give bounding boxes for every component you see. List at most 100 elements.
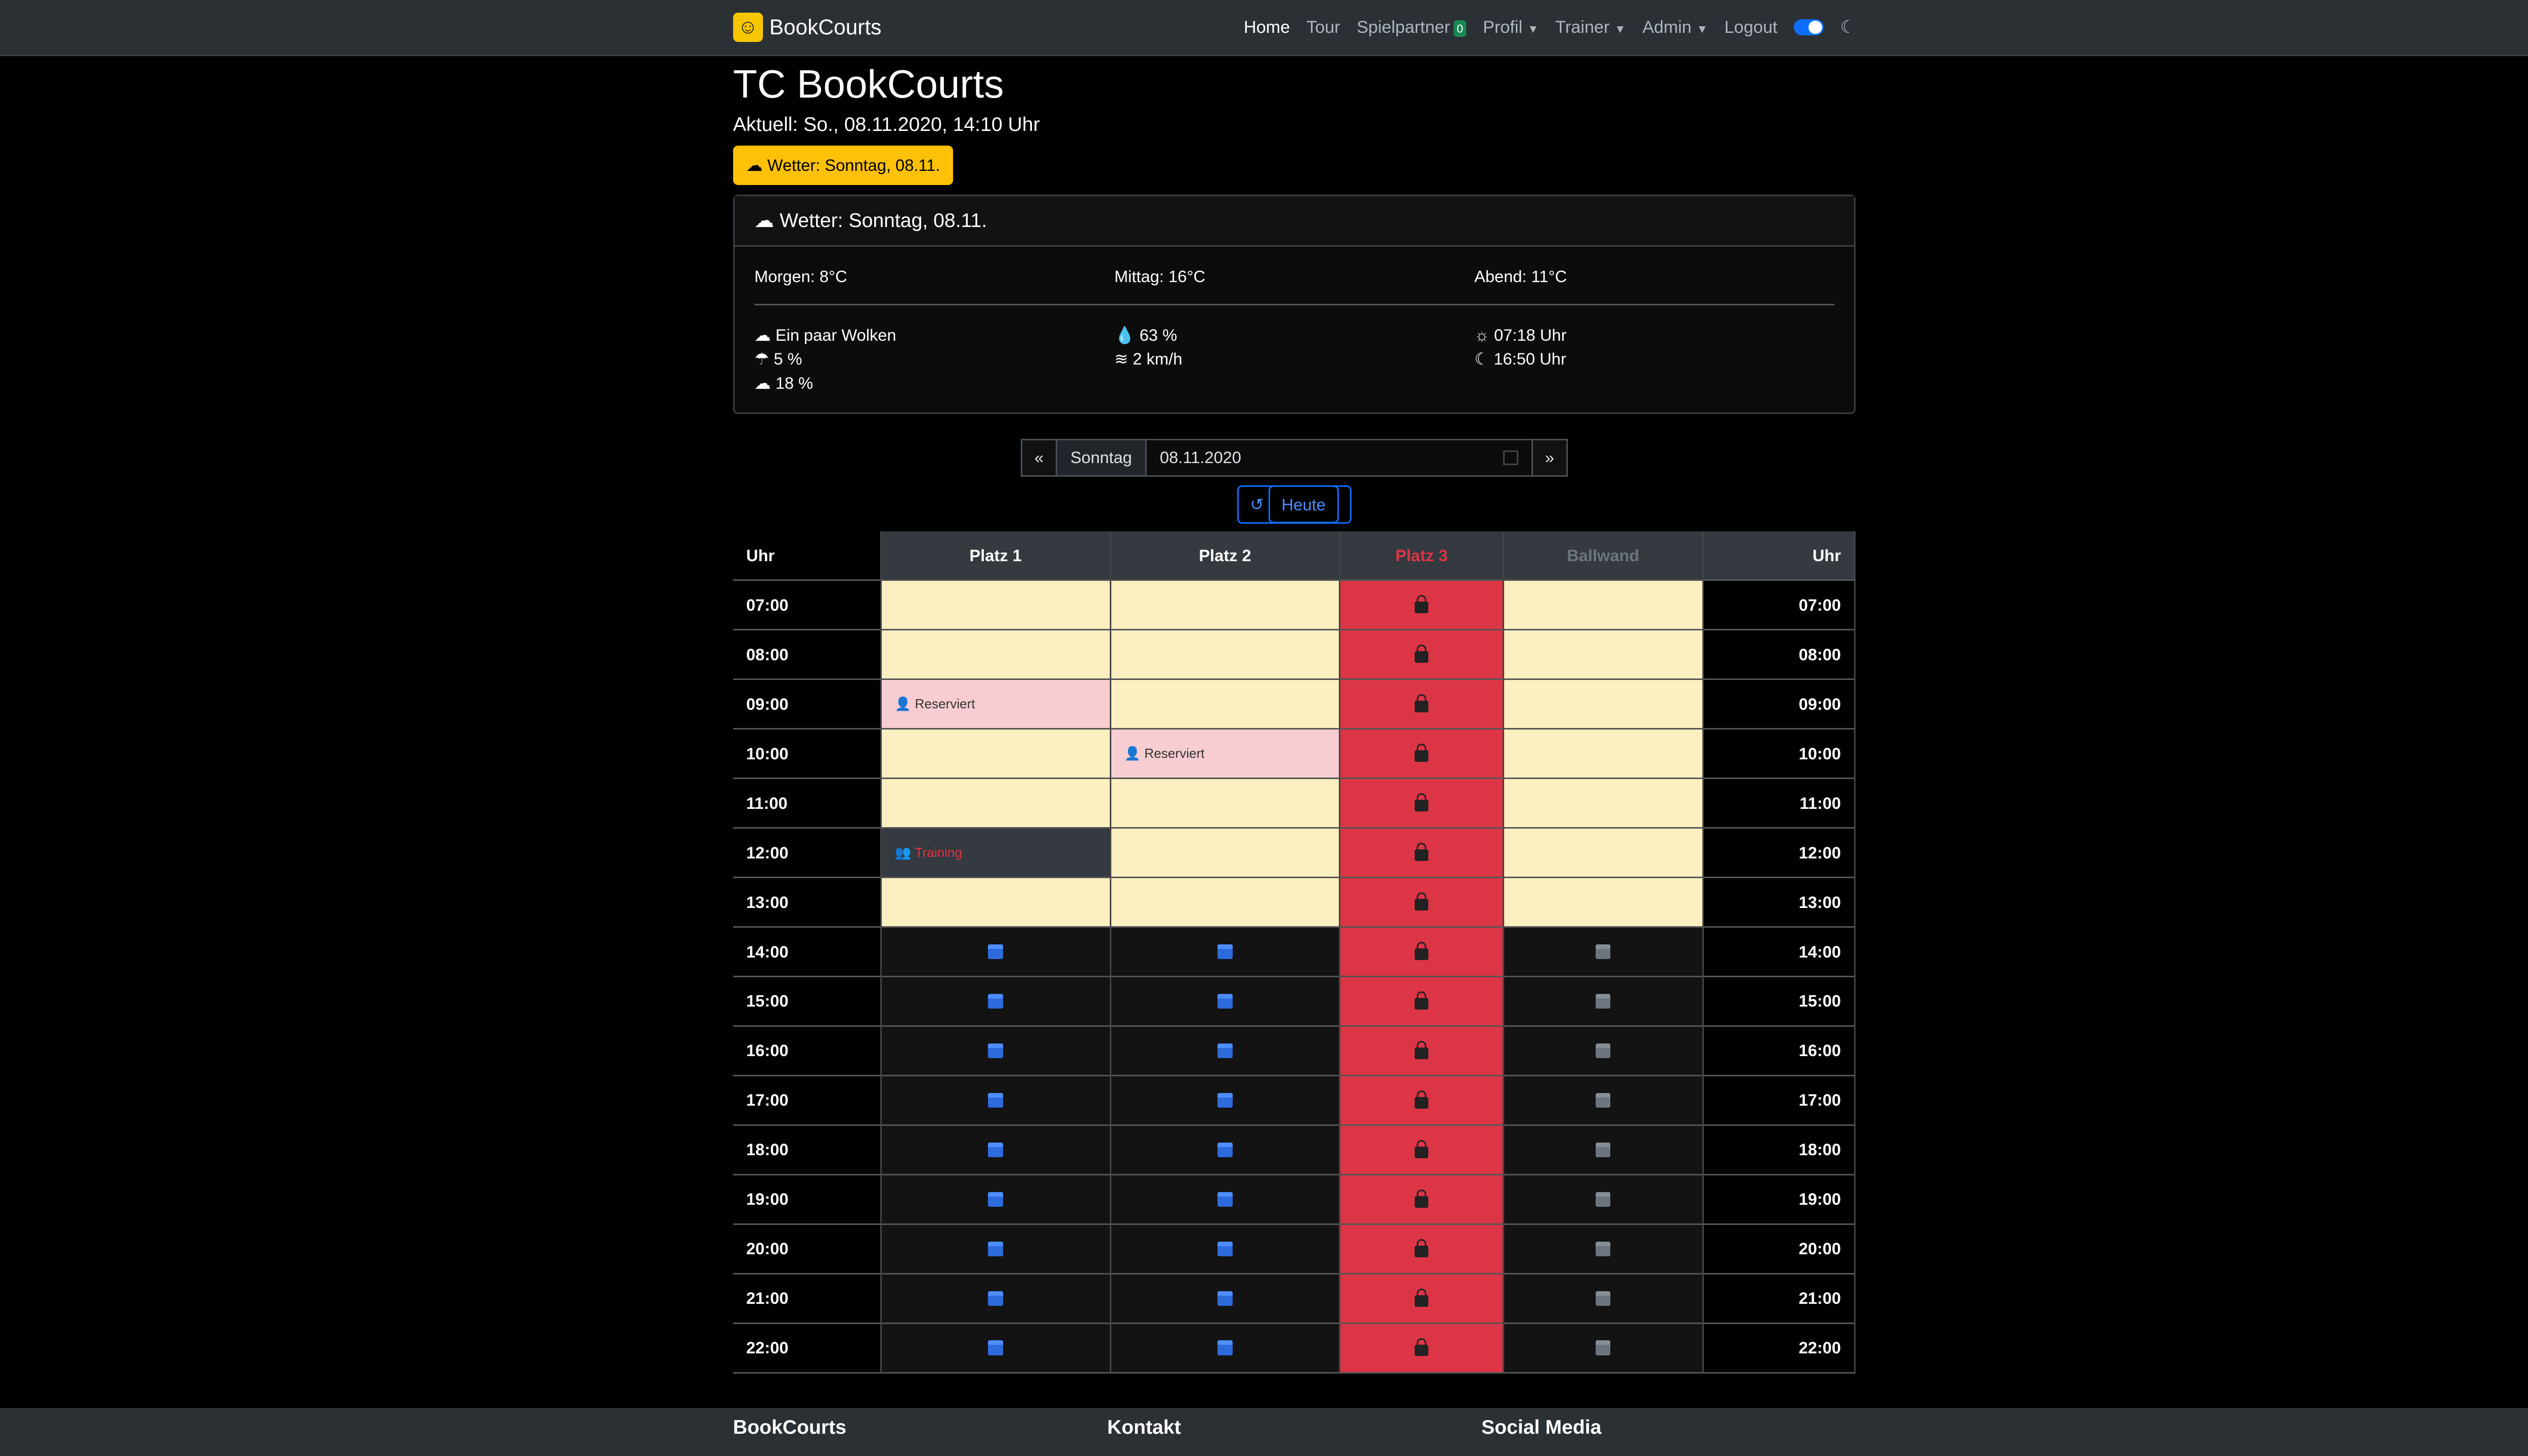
today-button[interactable]: ↺ Heute — [1237, 485, 1352, 524]
time-cell: 18:00 — [1703, 1125, 1856, 1175]
bookable-slot[interactable] — [1504, 1076, 1704, 1126]
locked-slot — [1340, 581, 1504, 631]
bookable-slot[interactable] — [1111, 1274, 1341, 1324]
calendar-check-icon[interactable] — [1217, 993, 1233, 1009]
bookable-slot[interactable] — [881, 1076, 1111, 1126]
past-slot — [881, 581, 1111, 631]
past-slot — [1111, 630, 1341, 680]
calendar-check-icon[interactable] — [988, 993, 1003, 1009]
bookable-slot[interactable] — [1111, 1324, 1341, 1374]
calendar-check-icon[interactable] — [1217, 1291, 1233, 1306]
bookable-slot[interactable] — [1504, 1324, 1704, 1374]
next-day-button[interactable]: » — [1531, 439, 1568, 477]
bookable-slot[interactable] — [1504, 928, 1704, 977]
bookable-slot[interactable] — [881, 1026, 1111, 1076]
calendar-check-icon[interactable] — [988, 1192, 1003, 1207]
bookable-slot[interactable] — [1111, 1224, 1341, 1275]
temp-noon: Mittag: 16°C — [1114, 266, 1205, 286]
weather-header: ☁ Wetter: Sonntag, 08.11. — [734, 196, 1855, 247]
past-slot — [881, 878, 1111, 928]
calendar-check-icon[interactable] — [988, 1043, 1003, 1059]
time-cell: 13:00 — [733, 878, 882, 928]
past-slot — [881, 730, 1111, 780]
calendar-check-icon[interactable] — [1596, 944, 1611, 960]
calendar-check-icon[interactable] — [1596, 1192, 1611, 1207]
date-input[interactable]: 08.11.2020 — [1145, 439, 1531, 477]
cloud-cover: ☁ 18 % — [754, 374, 814, 393]
calendar-check-icon[interactable] — [988, 1093, 1003, 1108]
bookable-slot[interactable] — [1504, 1175, 1704, 1225]
nav-profil[interactable]: Profil ▼ — [1483, 17, 1539, 37]
time-cell: 22:00 — [733, 1324, 882, 1374]
bookable-slot[interactable] — [1504, 1224, 1704, 1275]
bookable-slot[interactable] — [881, 1125, 1111, 1175]
brand[interactable]: BookCourts — [769, 15, 882, 39]
bookable-slot[interactable] — [1111, 1125, 1341, 1175]
calendar-check-icon[interactable] — [988, 1142, 1003, 1158]
nav-partner[interactable]: Spielpartner 0 — [1357, 18, 1467, 37]
calendar-check-icon[interactable] — [988, 1291, 1003, 1306]
calendar-check-icon[interactable] — [1596, 1142, 1611, 1158]
calendar-check-icon[interactable] — [1217, 1142, 1233, 1158]
calendar-check-icon[interactable] — [1217, 1340, 1233, 1355]
calendar-check-icon[interactable] — [1596, 993, 1611, 1009]
caret-down-icon: ▼ — [1614, 22, 1626, 35]
locked-slot — [1340, 680, 1504, 730]
lock-icon — [1415, 892, 1428, 911]
calendar-check-icon[interactable] — [1217, 1241, 1233, 1256]
bookable-slot[interactable] — [1504, 1026, 1704, 1076]
calendar-icon[interactable] — [1503, 450, 1518, 466]
nav-trainer[interactable]: Trainer ▼ — [1555, 17, 1626, 37]
bookable-slot[interactable] — [1504, 1125, 1704, 1175]
lock-icon — [1415, 1040, 1428, 1059]
bookable-slot[interactable] — [881, 928, 1111, 977]
weather-card: ☁ Wetter: Sonntag, 08.11. Morgen: 8°C Mi… — [733, 195, 1856, 415]
locked-slot — [1340, 1274, 1504, 1324]
time-cell: 12:00 — [733, 829, 882, 879]
dark-mode-toggle[interactable] — [1794, 19, 1824, 36]
locked-slot — [1340, 779, 1504, 829]
bookable-slot[interactable] — [881, 1175, 1111, 1225]
bookable-slot[interactable] — [1111, 977, 1341, 1027]
bookable-slot[interactable] — [1504, 1274, 1704, 1324]
lock-icon — [1415, 941, 1428, 960]
calendar-check-icon[interactable] — [1596, 1241, 1611, 1256]
bookable-slot[interactable] — [1111, 1175, 1341, 1225]
calendar-check-icon[interactable] — [1596, 1291, 1611, 1306]
bookable-slot[interactable] — [881, 1274, 1111, 1324]
lock-icon — [1415, 843, 1428, 861]
calendar-check-icon[interactable] — [1596, 1093, 1611, 1108]
bookable-slot[interactable] — [881, 977, 1111, 1027]
calendar-check-icon[interactable] — [1217, 1093, 1233, 1108]
bookable-slot[interactable] — [881, 1224, 1111, 1275]
nav-home[interactable]: Home — [1243, 17, 1290, 37]
bookable-slot[interactable] — [1111, 1026, 1341, 1076]
time-cell: 11:00 — [733, 779, 882, 829]
nav-admin[interactable]: Admin ▼ — [1642, 17, 1708, 37]
past-slot — [1111, 878, 1341, 928]
calendar-check-icon[interactable] — [1217, 1043, 1233, 1059]
calendar-check-icon[interactable] — [988, 1241, 1003, 1256]
calendar-check-icon[interactable] — [1596, 1043, 1611, 1059]
bookable-slot[interactable] — [1504, 977, 1704, 1027]
calendar-check-icon[interactable] — [988, 1340, 1003, 1355]
time-cell: 19:00 — [733, 1175, 882, 1225]
time-cell: 07:00 — [733, 581, 882, 631]
nav-logout[interactable]: Logout — [1724, 17, 1778, 37]
bookable-slot[interactable] — [1111, 928, 1341, 977]
prev-day-button[interactable]: « — [1021, 439, 1058, 477]
weather-button[interactable]: ☁ Wetter: Sonntag, 08.11. — [733, 146, 954, 185]
time-cell: 17:00 — [733, 1076, 882, 1126]
calendar-check-icon[interactable] — [1217, 944, 1233, 960]
bookable-slot[interactable] — [1111, 1076, 1341, 1126]
navbar: ☺ BookCourts Home Tour Spielpartner 0 Pro… — [0, 0, 2528, 57]
bookable-slot[interactable] — [881, 1324, 1111, 1374]
nav-tour[interactable]: Tour — [1306, 17, 1340, 37]
calendar-check-icon[interactable] — [1217, 1192, 1233, 1207]
lock-icon — [1415, 744, 1428, 762]
lock-icon — [1415, 1189, 1428, 1208]
calendar-check-icon[interactable] — [988, 944, 1003, 960]
court-header: Platz 1 — [881, 531, 1111, 581]
sunrise: ☼ 07:18 Uhr — [1474, 325, 1567, 344]
calendar-check-icon[interactable] — [1596, 1340, 1611, 1355]
